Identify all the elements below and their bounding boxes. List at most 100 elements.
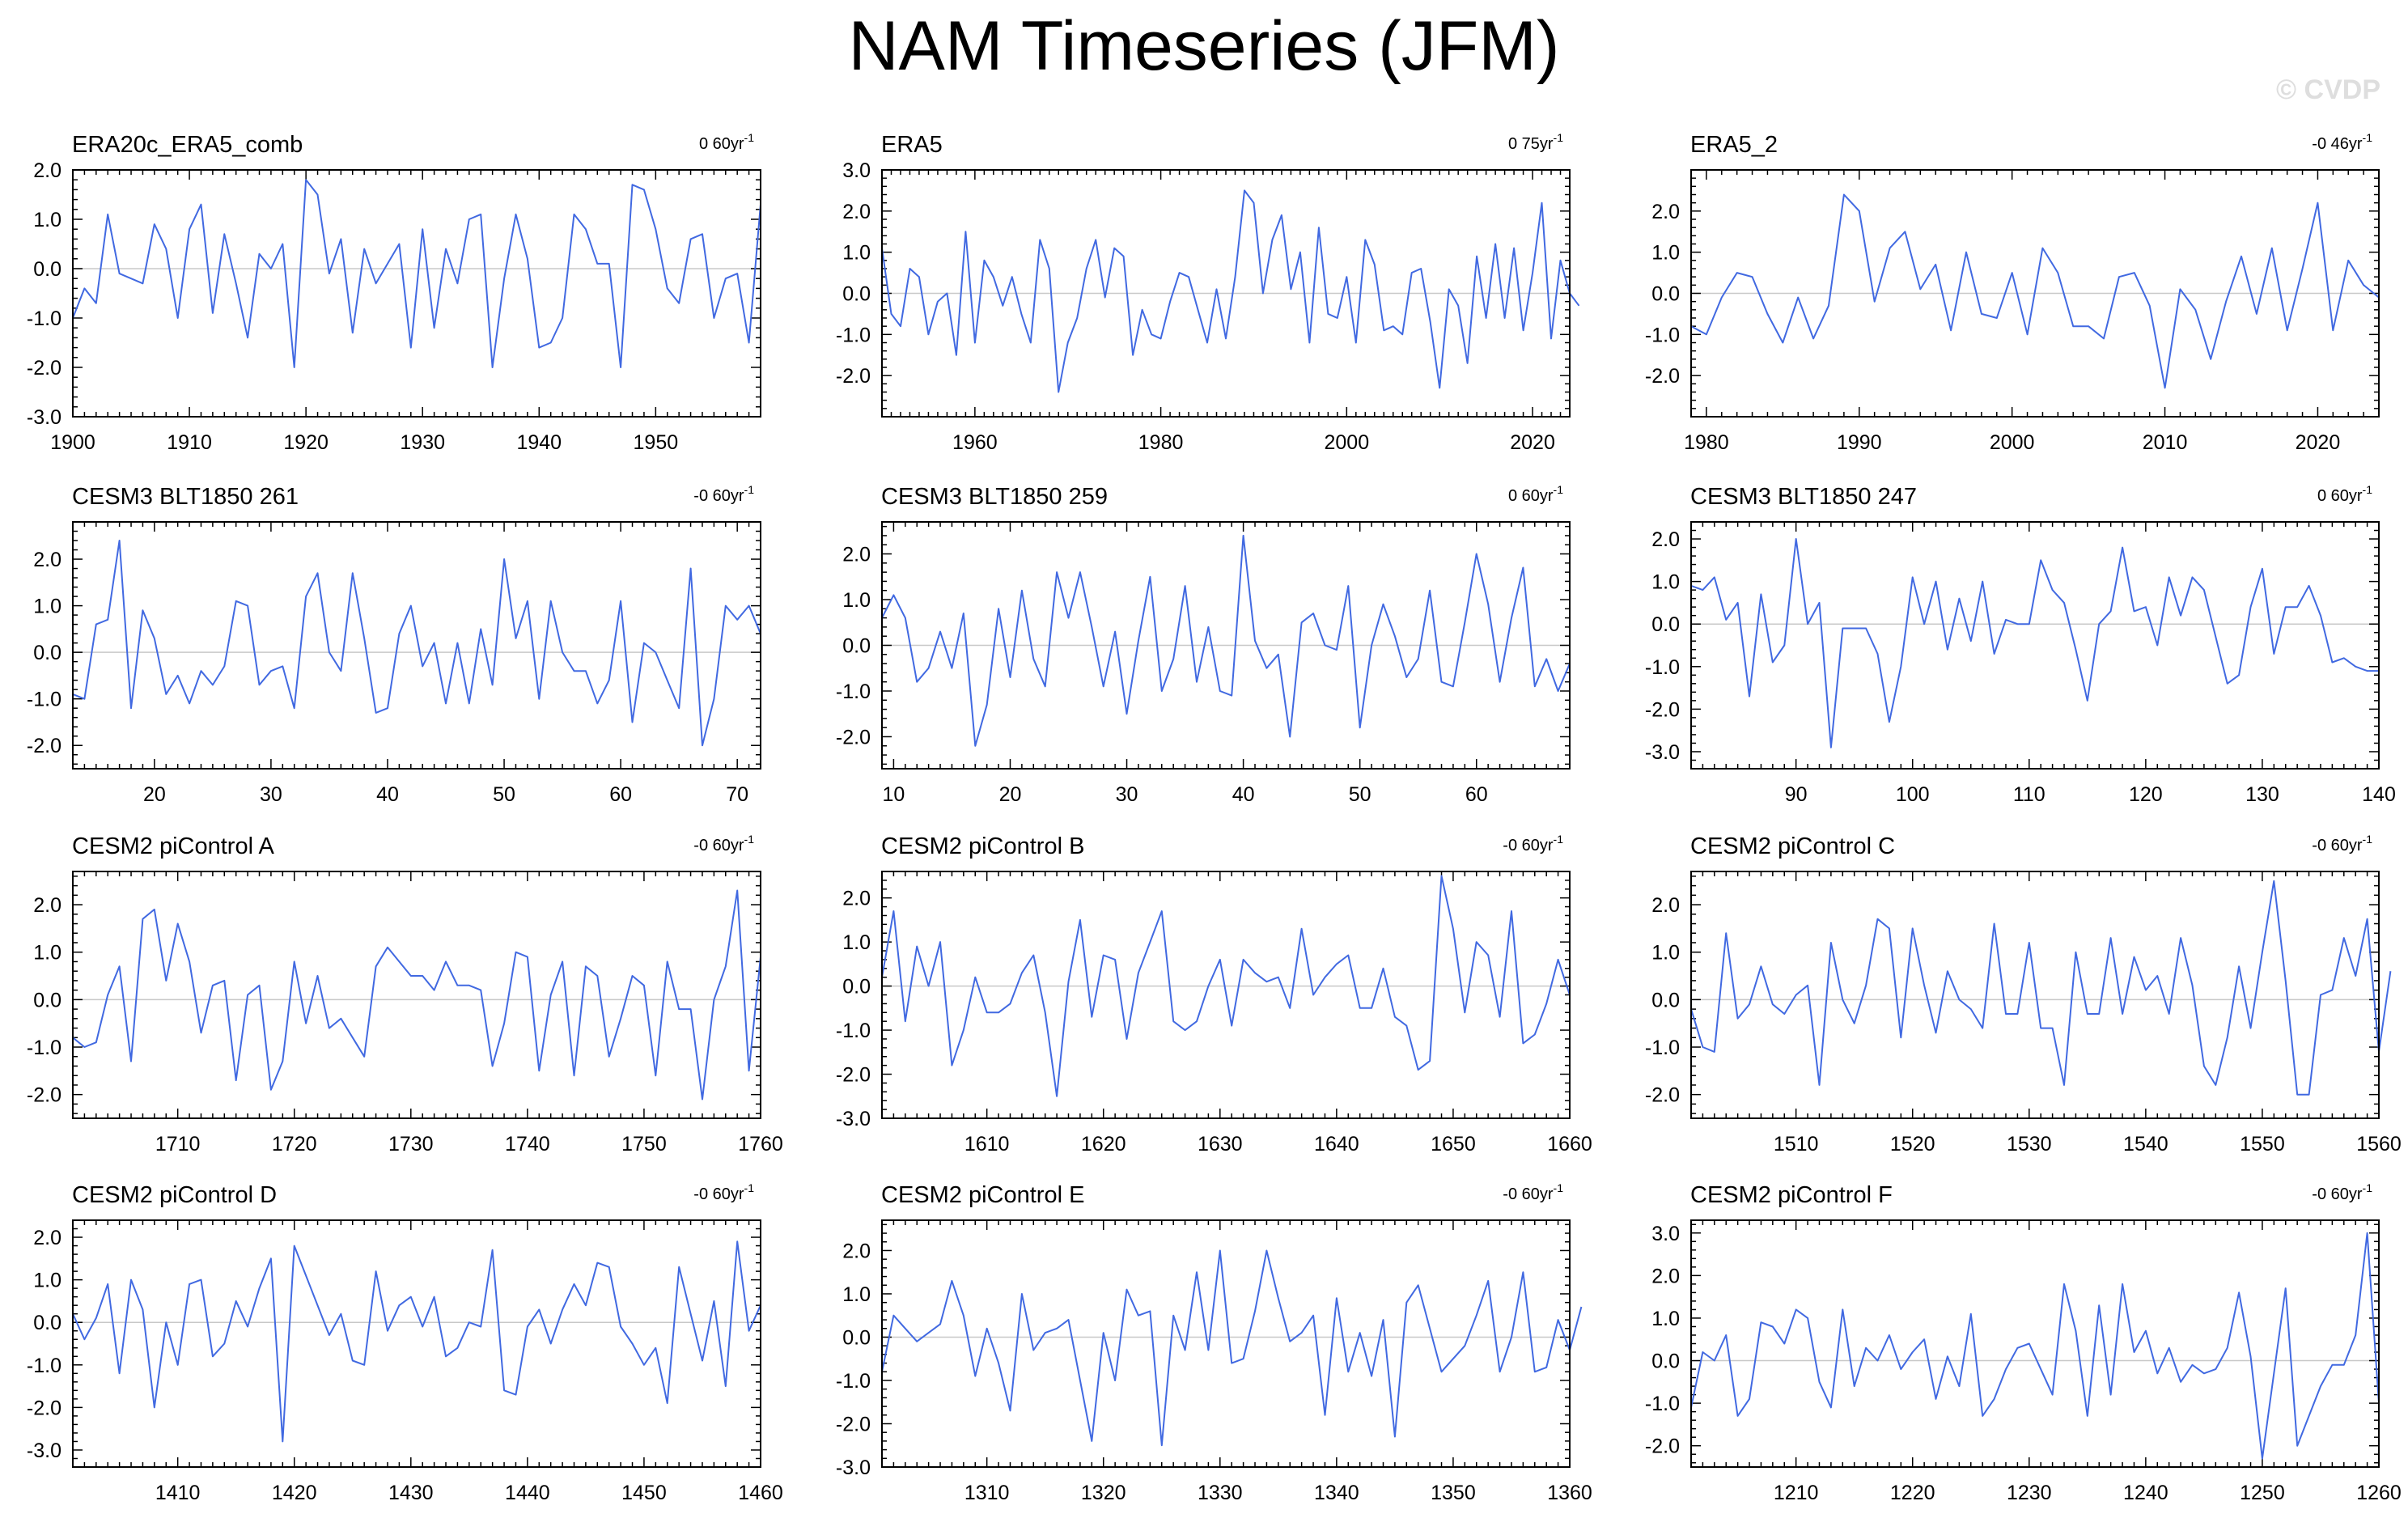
plot-frame	[1690, 871, 2380, 1119]
x-tick-label: 2020	[1510, 431, 1555, 454]
x-tick-label: 1320	[1081, 1482, 1126, 1504]
x-tick-label: 1460	[738, 1482, 783, 1504]
panel-title: CESM2 piControl E	[881, 1182, 1084, 1208]
trend-label: -0 60yr-1	[1503, 1181, 1563, 1203]
x-tick-label: 1260	[2356, 1482, 2402, 1504]
trend-exponent: -1	[1554, 483, 1564, 496]
series-line	[881, 875, 1571, 1097]
x-tick-label: 1350	[1431, 1482, 1476, 1504]
y-tick-label: 2.0	[1651, 528, 1680, 551]
trend-exponent: -1	[744, 1181, 755, 1194]
x-tick-label: 1760	[738, 1133, 783, 1155]
plot-frame	[881, 521, 1571, 770]
x-tick-label: 20	[999, 783, 1022, 806]
y-tick-label: -3.0	[27, 1440, 61, 1462]
y-tick-label: 1.0	[1651, 942, 1680, 965]
chart-panel-6: CESM2 piControl A -0 60yr-1 1710 1720 1730 17…	[27, 833, 783, 1155]
trend-exponent: -1	[2363, 483, 2373, 496]
x-tick-label: 2000	[1990, 431, 2035, 454]
y-tick-label: 2.0	[842, 201, 871, 223]
x-tick-label: 1750	[621, 1133, 667, 1155]
x-tick-label: 1950	[634, 431, 679, 454]
series-line	[881, 534, 1571, 747]
x-tick-label: 1550	[2240, 1133, 2285, 1155]
y-tick-label: -1.0	[1645, 1393, 1680, 1415]
trend-label: -0 60yr-1	[693, 1181, 754, 1203]
y-tick-label: -2.0	[836, 1413, 871, 1435]
panel-title: ERA20c_ERA5_comb	[72, 132, 303, 158]
series-line	[1690, 538, 2379, 748]
x-tick-label: 1990	[1837, 431, 1882, 454]
y-tick-label: 0.0	[1651, 283, 1680, 306]
x-tick-label: 1560	[2356, 1133, 2402, 1155]
x-tick-label: 1220	[1890, 1482, 1935, 1504]
y-tick-label: 1.0	[33, 1270, 61, 1292]
chart-panel-7: CESM2 piControl B -0 60yr-1 1610 1620 1630 16…	[836, 833, 1592, 1155]
panel-title: ERA5	[881, 132, 943, 158]
y-tick-label: 3.0	[1651, 1223, 1680, 1245]
series-line	[72, 540, 761, 747]
x-tick-label: 120	[2129, 783, 2163, 806]
trend-exponent: -1	[744, 131, 755, 144]
panel-title: CESM2 piControl B	[881, 833, 1084, 859]
x-tick-label: 1710	[155, 1133, 201, 1155]
y-tick-label: 0.0	[1651, 989, 1680, 1011]
trend-label: 0 75yr-1	[1508, 131, 1563, 153]
x-tick-label: 1640	[1314, 1133, 1359, 1155]
x-tick-label: 1230	[2007, 1482, 2052, 1504]
x-tick-label: 1910	[167, 431, 212, 454]
chart-panel-2: ERA5_2 -0 46yr-1 1980 1990 2000 2010 2020 -2.0 -…	[1645, 131, 2380, 454]
y-tick-label: 0.0	[842, 283, 871, 306]
y-tick-label: 2.0	[1651, 894, 1680, 917]
series-line	[881, 1249, 1583, 1447]
trend-label: -0 60yr-1	[2312, 833, 2372, 854]
series-line	[72, 179, 761, 368]
y-tick-label: 1.0	[33, 209, 61, 231]
y-tick-label: 2.0	[33, 1227, 61, 1249]
x-tick-label: 1980	[1138, 431, 1184, 454]
y-tick-label: -1.0	[27, 1037, 61, 1059]
x-tick-label: 1610	[964, 1133, 1010, 1155]
y-tick-label: 0.0	[33, 642, 61, 664]
series-line	[1690, 880, 2392, 1096]
x-tick-label: 1940	[516, 431, 562, 454]
x-tick-label: 1450	[621, 1482, 667, 1504]
x-tick-label: 1630	[1198, 1133, 1243, 1155]
y-tick-label: 2.0	[33, 549, 61, 571]
x-tick-label: 1660	[1547, 1133, 1592, 1155]
chart-panel-9: CESM2 piControl D -0 60yr-1 1410 1420 1430 14…	[27, 1181, 783, 1504]
x-tick-label: 50	[493, 783, 515, 806]
chart-panel-4: CESM3 BLT1850 259 0 60yr-1 10 20 30 40 50 60 -2.…	[836, 483, 1571, 806]
series-line	[72, 1240, 761, 1443]
y-tick-label: 1.0	[1651, 1308, 1680, 1330]
y-tick-label: 2.0	[1651, 201, 1680, 223]
x-tick-label: 70	[726, 783, 748, 806]
series-line	[72, 889, 761, 1100]
x-tick-label: 1420	[272, 1482, 317, 1504]
trend-exponent: -1	[2363, 131, 2373, 144]
x-tick-label: 140	[2362, 783, 2396, 806]
chart-panel-1: ERA5 0 75yr-1 1960 1980 2000 2020 -2.0 -1.0 0.0 1…	[836, 131, 1580, 454]
x-tick-label: 1740	[505, 1133, 550, 1155]
y-tick-label: 1.0	[33, 942, 61, 965]
panel-title: CESM3 BLT1850 259	[881, 484, 1108, 510]
y-tick-label: 2.0	[842, 888, 871, 910]
x-tick-label: 100	[1896, 783, 1930, 806]
x-tick-label: 130	[2245, 783, 2279, 806]
x-tick-label: 110	[2013, 783, 2046, 806]
y-tick-label: 0.0	[1651, 1351, 1680, 1373]
x-tick-label: 1310	[964, 1482, 1010, 1504]
plot-frame	[881, 169, 1571, 418]
x-tick-label: 1250	[2240, 1482, 2285, 1504]
x-tick-label: 1240	[2123, 1482, 2168, 1504]
y-tick-label: 1.0	[33, 596, 61, 618]
y-tick-label: 0.0	[33, 258, 61, 281]
chart-panel-10: CESM2 piControl E -0 60yr-1 1310 1320 1330 13…	[836, 1181, 1592, 1504]
y-tick-label: -2.0	[27, 357, 61, 380]
y-tick-label: 2.0	[1651, 1265, 1680, 1287]
plot-frame	[1690, 1219, 2380, 1468]
trend-label: 0 60yr-1	[1508, 483, 1563, 505]
chart-panel-3: CESM3 BLT1850 261 -0 60yr-1 20 30 40 50 60 70 -2…	[27, 483, 761, 806]
chart-panel-8: CESM2 piControl C -0 60yr-1 1510 1520 1530 15…	[1645, 833, 2402, 1155]
x-tick-label: 60	[1465, 783, 1488, 806]
